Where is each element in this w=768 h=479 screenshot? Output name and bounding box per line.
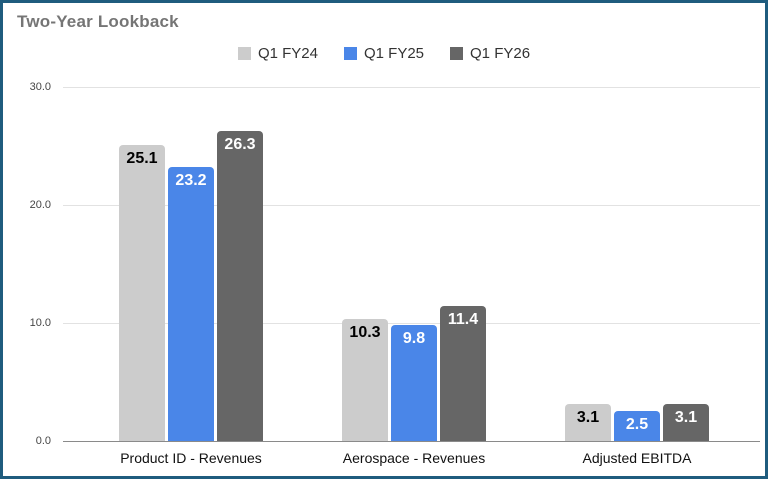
bar-value-label: 26.3 [224,136,256,153]
legend-item-q1-fy25: Q1 FY25 [343,44,425,62]
y-tick-label: 0.0 [35,435,51,447]
bar-q1-fy24: 3.1 [565,404,611,441]
legend-swatch-icon [450,46,464,60]
legend-item-q1-fy26: Q1 FY26 [450,45,530,62]
bar-value-label: 23.2 [175,172,207,189]
chart-title: Two-Year Lookback [17,12,179,31]
y-tick-label: 10.0 [29,317,51,329]
x-axis-category-label: Aerospace - Revenues [342,450,486,466]
bar-q1-fy24: 25.1 [119,145,165,441]
bar-value-label: 3.1 [576,409,600,426]
legend-label: Q1 FY25 [363,44,425,62]
bar-value-label: 11.4 [447,311,479,328]
legend-swatch-icon [237,46,251,60]
bar-value-label: 3.1 [674,409,698,426]
gridline [63,205,760,206]
gridline [63,87,760,88]
legend-label: Q1 FY24 [257,44,318,62]
bar-q1-fy26: 3.1 [663,404,709,441]
x-axis-category-label: Product ID - Revenues [120,450,262,466]
y-tick-label: 20.0 [29,199,51,211]
bar-q1-fy26: 11.4 [440,306,486,441]
bar-q1-fy25: 2.5 [614,411,660,441]
legend: Q1 FY24 Q1 FY25 Q1 FY26 [3,44,765,62]
bar-value-label: 10.3 [349,324,381,341]
bar-value-label: 9.8 [402,330,426,347]
x-axis-line [63,441,760,442]
bar-q1-fy24: 10.3 [342,319,388,441]
legend-label: Q1 FY26 [470,44,531,62]
y-tick-label: 30.0 [29,81,51,93]
x-axis-category-label: Adjusted EBITDA [582,450,692,466]
bar-q1-fy25: 23.2 [168,167,214,441]
bar-q1-fy26: 26.3 [217,131,263,441]
bar-value-label: 25.1 [126,150,158,167]
legend-swatch-icon [343,46,357,60]
plot-area: 30.0 20.0 10.0 0.0 25.1 10.3 3.1 23.2 9.8 2.5 26.3… [3,3,765,476]
bar-value-label: 2.5 [625,416,649,433]
legend-item-q1-fy24: Q1 FY24 [237,44,318,62]
bar-q1-fy25: 9.8 [391,325,437,441]
gridline [63,323,760,324]
